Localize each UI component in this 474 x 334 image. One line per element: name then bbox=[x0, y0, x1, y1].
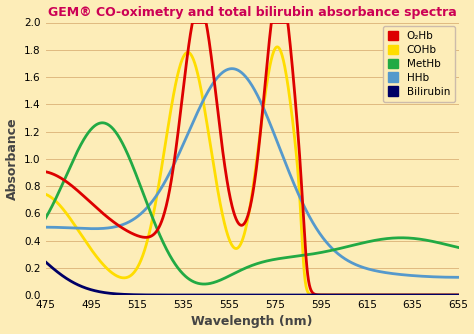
Title: GEM® CO-oximetry and total bilirubin absorbance spectra: GEM® CO-oximetry and total bilirubin abs… bbox=[48, 6, 456, 19]
X-axis label: Wavelength (nm): Wavelength (nm) bbox=[191, 315, 313, 328]
Legend: O₂Hb, COHb, MetHb, HHb, Bilirubin: O₂Hb, COHb, MetHb, HHb, Bilirubin bbox=[383, 26, 456, 102]
Y-axis label: Absorbance: Absorbance bbox=[6, 118, 18, 200]
